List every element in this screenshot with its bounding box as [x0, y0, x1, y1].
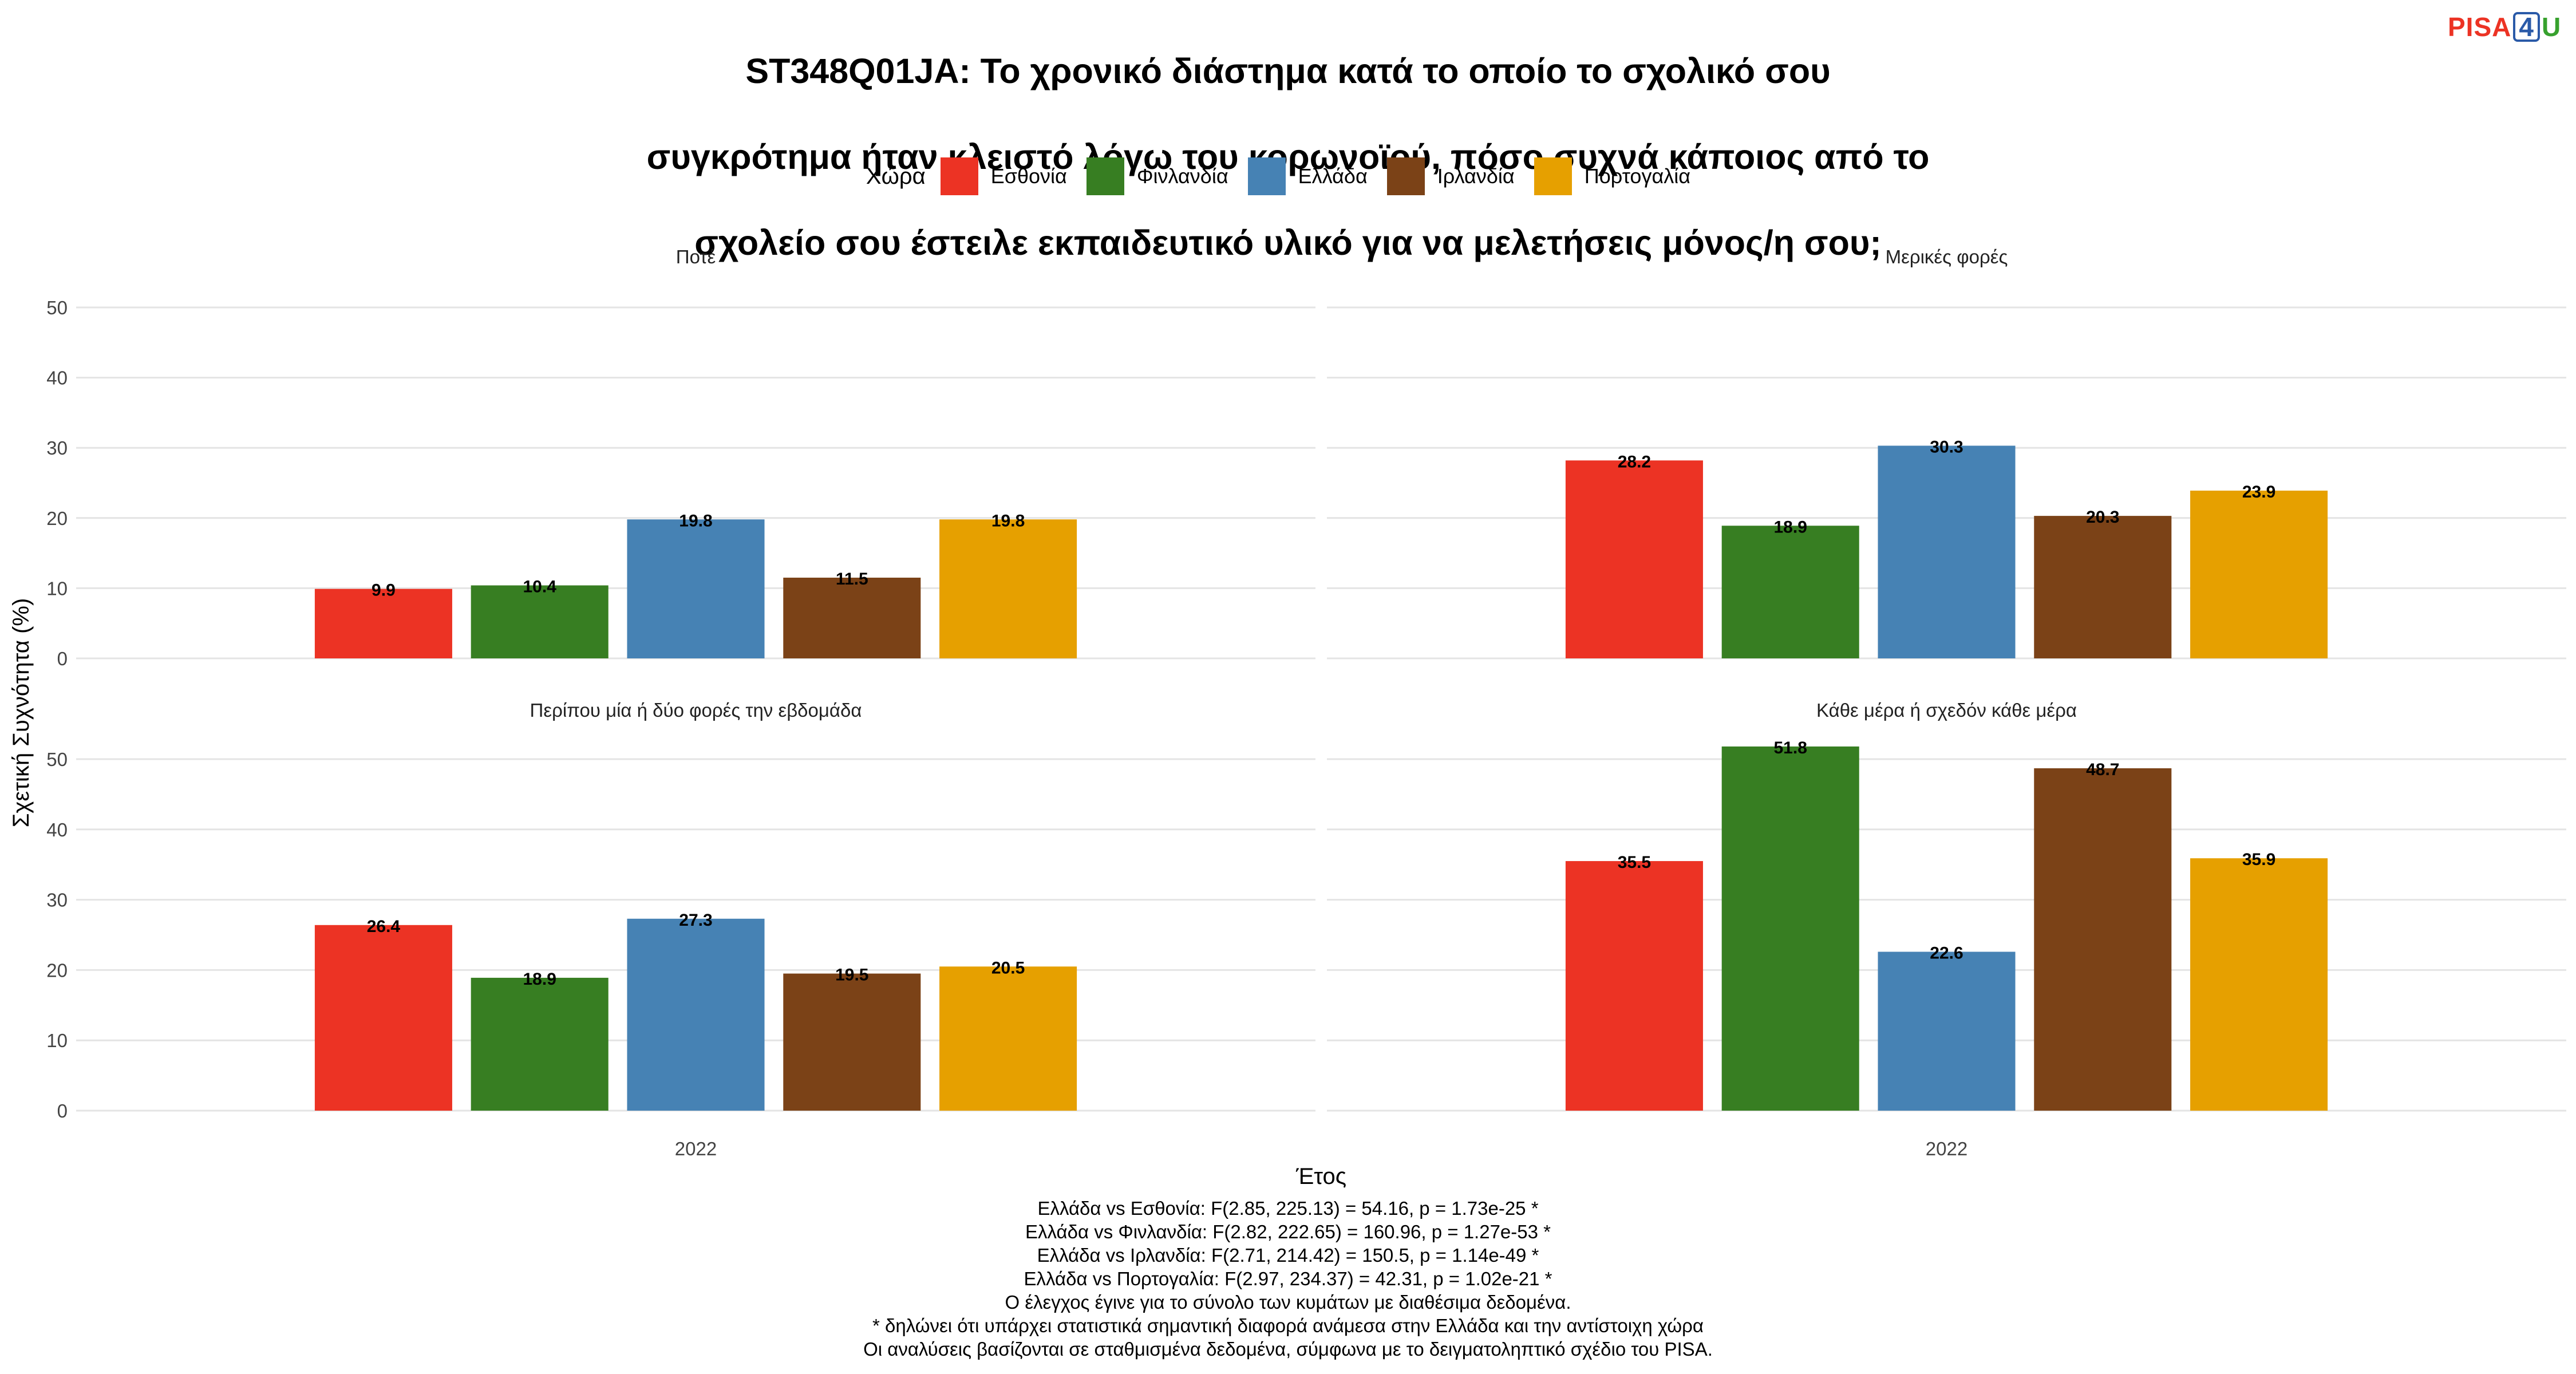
data-label: 20.5: [991, 958, 1025, 977]
bar: [1721, 746, 1859, 1111]
legend-swatch: [1247, 157, 1286, 195]
pisa4u-logo: PISA 4 U: [2448, 11, 2561, 42]
y-tick-label: 10: [46, 578, 68, 599]
y-tick-label: 30: [46, 437, 68, 459]
y-tick-label: 50: [46, 749, 68, 770]
legend-title: Χώρα: [866, 163, 926, 189]
bar: [1878, 951, 2016, 1111]
legend-item: Εσθονία: [940, 157, 1067, 195]
bar: [627, 918, 765, 1111]
legend: Χώρα Εσθονία Φινλανδία Ελλάδα Ιρλανδία Π…: [0, 157, 2576, 195]
legend-item: Ελλάδα: [1247, 157, 1368, 195]
data-label: 9.9: [372, 581, 396, 600]
x-tick-label: 2022: [675, 1138, 717, 1159]
data-label: 26.4: [367, 917, 401, 936]
data-label: 20.3: [2086, 508, 2119, 527]
data-label: 51.8: [1774, 739, 1807, 757]
title-line: ST348Q01JA: Το χρονικό διάστημα κατά το …: [745, 52, 1831, 90]
footnote-line: Ελλάδα vs Πορτογαλία: F(2.97, 234.37) = …: [1024, 1268, 1552, 1289]
bar: [1878, 445, 2016, 658]
data-label: 30.3: [1930, 438, 1963, 457]
facet-title: Μερικές φορές: [1886, 246, 2008, 267]
faceted-bar-chart: 0 10 20 30 40 50 Ποτέ 9.9 10.4 19.8 11.5 19.8 Μερικέ…: [9, 246, 2566, 1189]
footnotes: Ελλάδα vs Εσθονία: F(2.85, 225.13) = 54.…: [0, 1197, 2576, 1361]
bar: [471, 977, 609, 1111]
data-label: 23.9: [2242, 483, 2275, 502]
legend-item: Πορτογαλία: [1534, 157, 1690, 195]
data-label: 11.5: [836, 570, 868, 589]
legend-label: Φινλανδία: [1136, 164, 1228, 188]
data-label: 18.9: [1774, 518, 1807, 536]
legend-label: Πορτογαλία: [1584, 164, 1691, 188]
bar: [1565, 861, 1703, 1111]
bar: [783, 578, 921, 658]
bar: [314, 925, 452, 1111]
facet-title: Περίπου μία ή δύο φορές την εβδομάδα: [530, 700, 862, 721]
x-axis-title: Έτος: [1295, 1164, 1346, 1189]
footnote-line: Ελλάδα vs Εσθονία: F(2.85, 225.13) = 54.…: [1037, 1198, 1539, 1219]
y-tick-label: 0: [57, 648, 68, 669]
data-label: 35.5: [1618, 853, 1651, 872]
facet-title: Κάθε μέρα ή σχεδόν κάθε μέρα: [1816, 700, 2077, 721]
y-axis-title: Σχετική Συχνότητα (%): [9, 598, 34, 828]
chart-title: ST348Q01JA: Το χρονικό διάστημα κατά το …: [0, 7, 2576, 264]
y-tick-label: 40: [46, 368, 68, 389]
x-tick-label: 2022: [1926, 1138, 1967, 1159]
bar: [1565, 460, 1703, 658]
data-label: 19.5: [835, 966, 868, 985]
footnote-line: Ελλάδα vs Φινλανδία: F(2.82, 222.65) = 1…: [1025, 1221, 1551, 1242]
legend-swatch: [1534, 157, 1572, 195]
data-label: 10.4: [523, 577, 557, 596]
y-tick-label: 30: [46, 890, 68, 911]
bar: [2190, 858, 2328, 1111]
legend-swatch: [940, 157, 978, 195]
y-tick-label: 10: [46, 1030, 68, 1051]
bar: [939, 966, 1077, 1111]
title-line: σχολείο σου έστειλε εκπαιδευτικό υλικό γ…: [694, 223, 1882, 262]
y-tick-label: 0: [57, 1100, 68, 1122]
footnote-line: Ο έλεγχος έγινε για το σύνολο των κυμάτω…: [1005, 1292, 1571, 1313]
y-tick-label: 20: [46, 960, 68, 981]
legend-swatch: [1086, 157, 1124, 195]
title-line: συγκρότημα ήταν κλειστό λόγω του κορωνοϊ…: [646, 137, 1930, 176]
data-label: 35.9: [2242, 850, 2275, 869]
bar: [1721, 526, 1859, 658]
bar: [783, 973, 921, 1111]
facet-title: Ποτέ: [676, 246, 716, 267]
bar: [2190, 490, 2328, 658]
footnote-line: Ελλάδα vs Ιρλανδία: F(2.71, 214.42) = 15…: [1037, 1245, 1539, 1266]
bar: [939, 519, 1077, 658]
footnote-line: * δηλώνει ότι υπάρχει στατιστικά σημαντι…: [872, 1315, 1704, 1336]
bar: [2034, 768, 2172, 1111]
legend-item: Φινλανδία: [1086, 157, 1228, 195]
data-label: 48.7: [2086, 760, 2119, 779]
data-label: 22.6: [1930, 943, 1963, 962]
legend-label: Ελλάδα: [1298, 164, 1368, 188]
bar: [627, 519, 765, 658]
logo-text-4: 4: [2513, 12, 2540, 42]
data-label: 19.8: [679, 511, 712, 530]
legend-label: Εσθονία: [990, 164, 1067, 188]
bar: [314, 589, 452, 658]
y-tick-label: 40: [46, 819, 68, 840]
legend-item: Ιρλανδία: [1386, 157, 1515, 195]
bar: [471, 585, 609, 658]
data-label: 28.2: [1618, 452, 1651, 471]
logo-text-pisa: PISA: [2448, 12, 2512, 42]
bar: [2034, 516, 2172, 658]
data-label: 18.9: [523, 970, 556, 989]
y-tick-label: 50: [46, 297, 68, 318]
footnote-line: Οι αναλύσεις βασίζονται σε σταθμισμένα δ…: [863, 1339, 1713, 1360]
legend-label: Ιρλανδία: [1437, 164, 1515, 188]
y-tick-label: 20: [46, 508, 68, 529]
data-label: 19.8: [991, 511, 1025, 530]
data-label: 27.3: [679, 911, 712, 930]
logo-text-u: U: [2541, 12, 2562, 42]
legend-swatch: [1386, 157, 1425, 195]
